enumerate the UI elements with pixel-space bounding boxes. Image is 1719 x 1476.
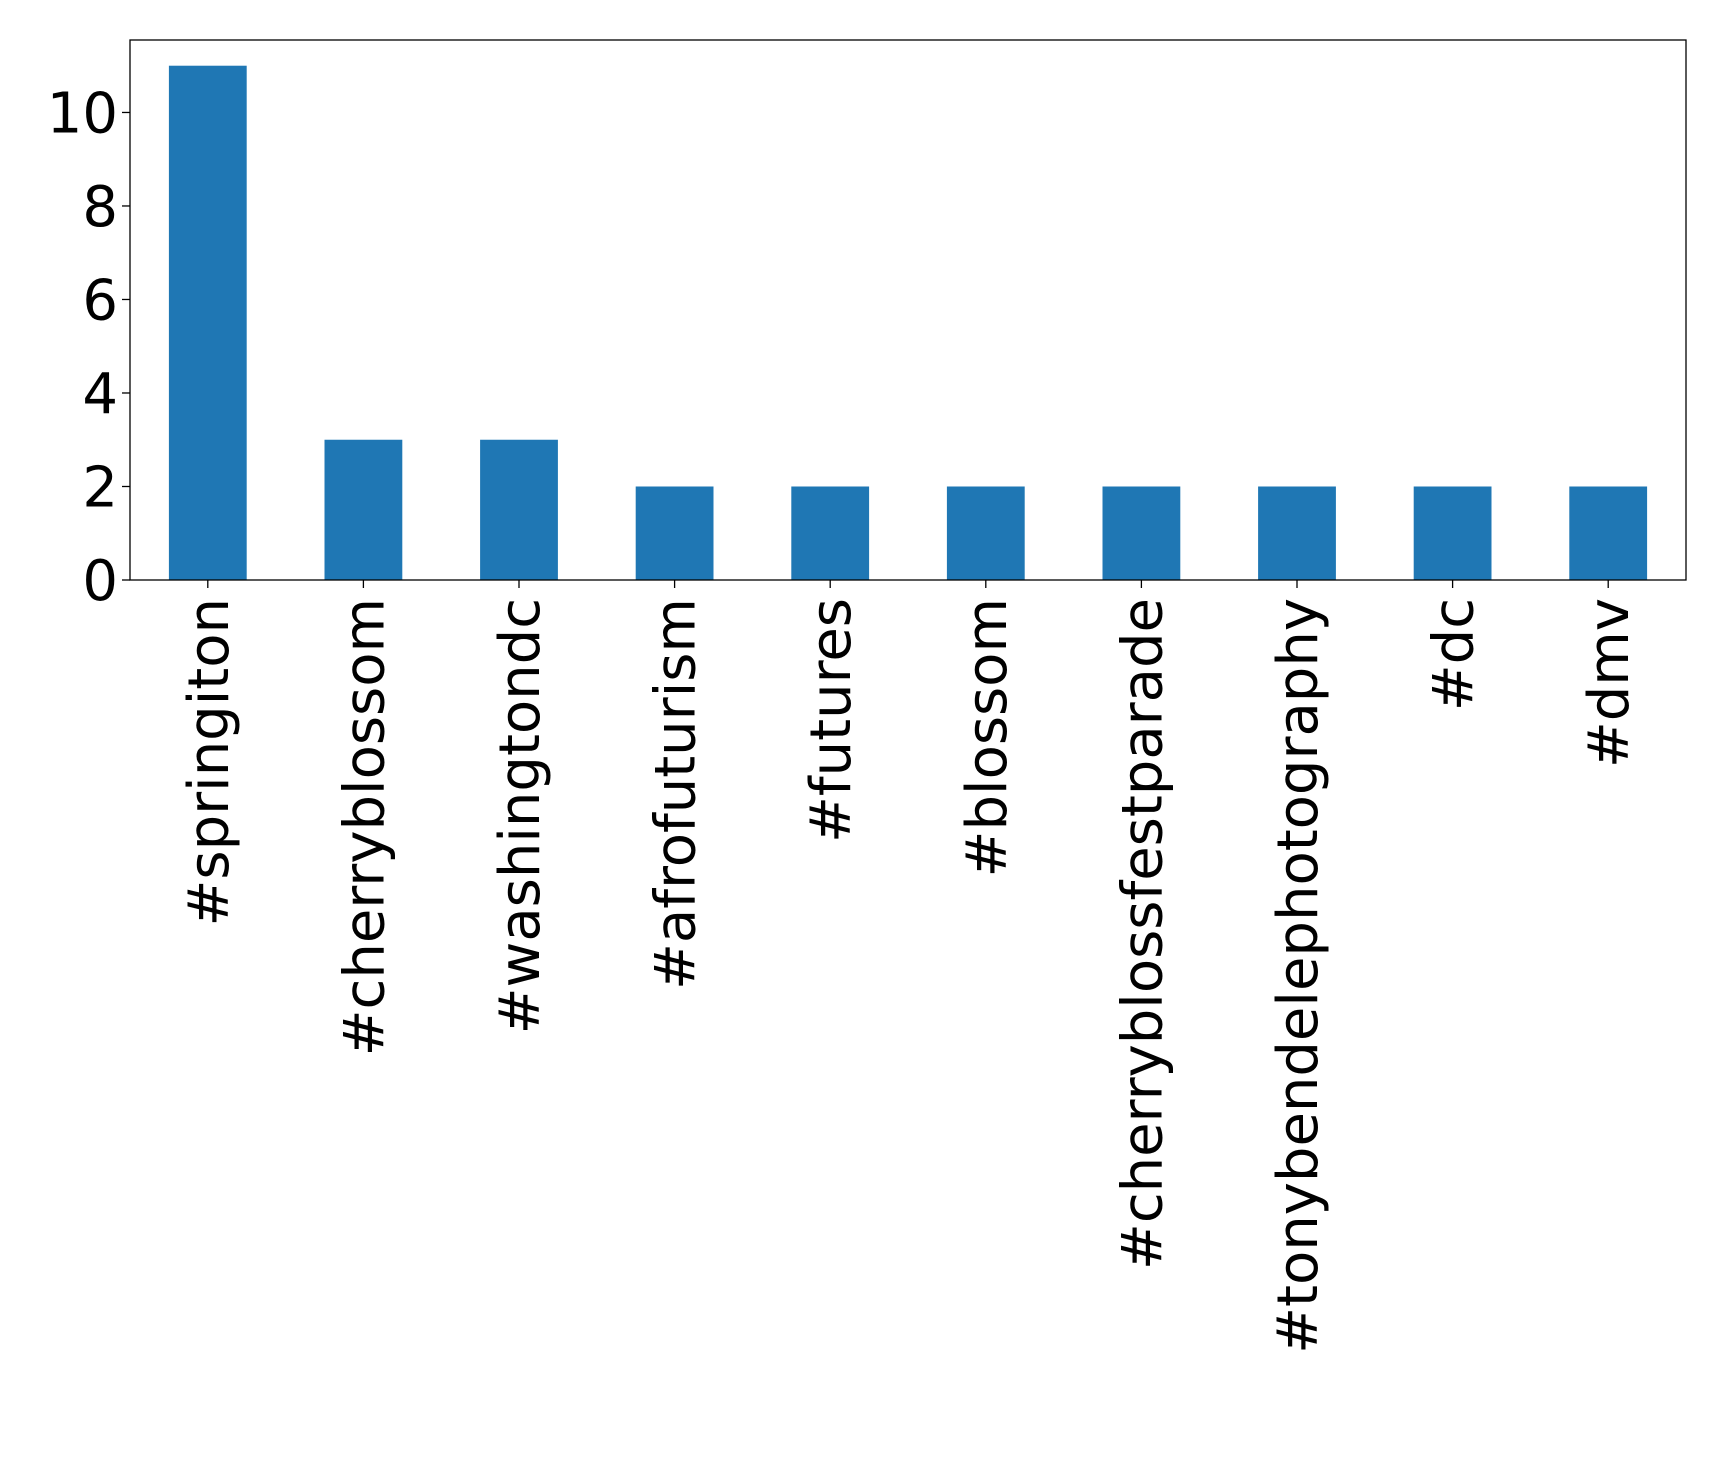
x-tick-label: #washingtondc [488,598,553,1034]
bar-0 [168,65,247,580]
bar-8 [1413,486,1492,580]
bar-3 [635,486,714,580]
bar-2 [480,439,558,580]
x-tick-label: #futures [799,598,864,843]
x-tick-label: #dc [1422,598,1487,711]
bar-4 [791,486,870,580]
x-tick-label: #afrofuturism [644,598,709,990]
y-tick-label: 0 [82,549,118,614]
y-tick-label: 2 [82,455,118,520]
bar-7 [1258,486,1336,580]
y-tick-label: 10 [47,81,118,146]
x-tick-label: #cherryblossom [332,598,397,1056]
x-tick-label: #cherryblossfestparade [1110,598,1175,1270]
x-tick-label: #springiton [177,598,242,927]
x-tick-label: #dmv [1577,598,1642,768]
x-tick-label: #blossom [955,598,1020,877]
bar-6 [1102,486,1181,580]
y-tick-label: 6 [82,268,118,333]
bar-5 [946,486,1025,580]
bars-layer [168,65,1648,580]
bar-9 [1569,486,1648,580]
y-tick-label: 4 [82,362,118,427]
ticks-layer: #springiton #cherryblossom #washingtondc #a… [47,81,1642,1353]
x-tick-label: #tonybendelephotography [1266,598,1331,1354]
y-tick-label: 8 [82,175,118,240]
plot-area-frame [129,39,1687,581]
bar-1 [324,439,403,580]
